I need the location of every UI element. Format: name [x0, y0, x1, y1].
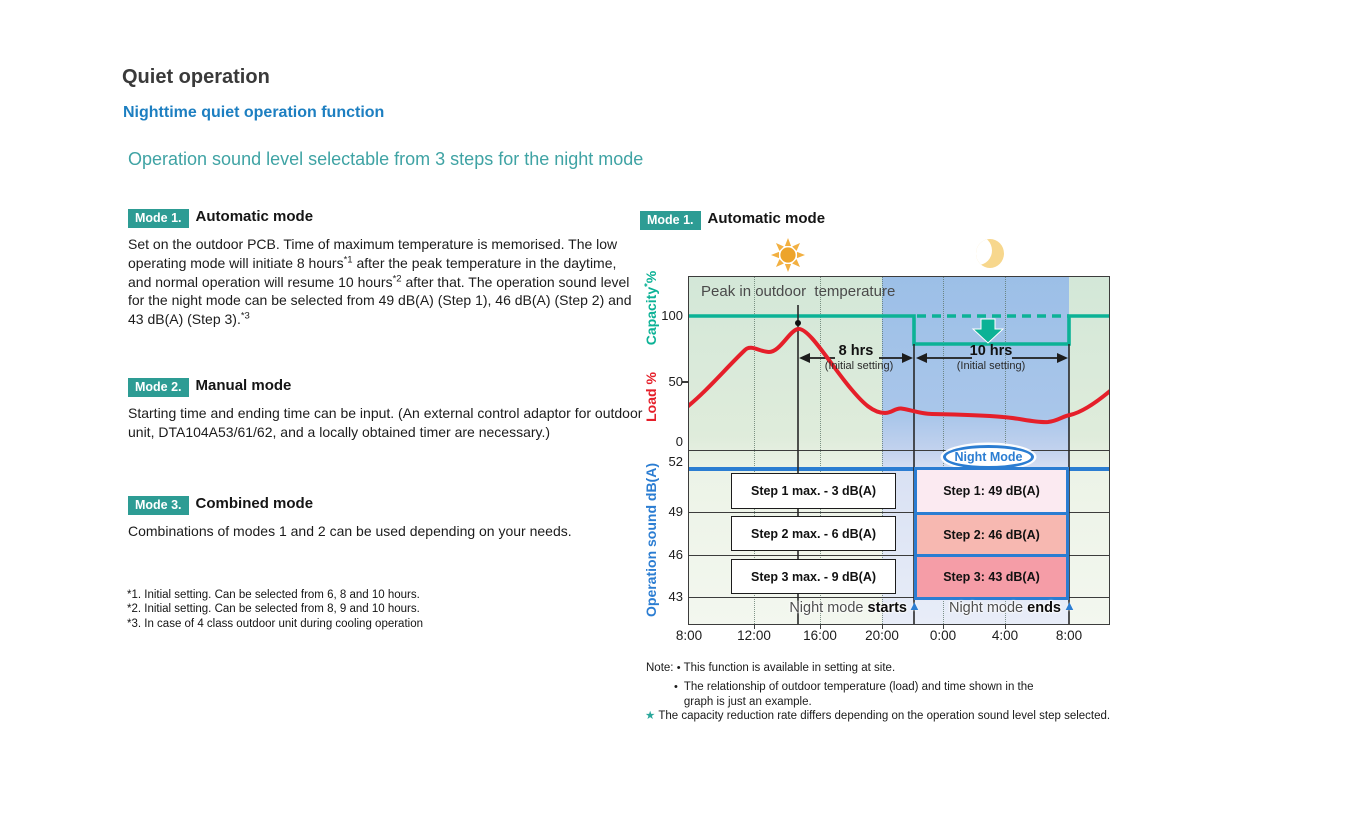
- night-starts-arrow-icon: ▲: [908, 598, 921, 613]
- capacity-axis-label: Capacity*%: [642, 270, 659, 346]
- subtitle-link[interactable]: Nighttime quiet operation function: [123, 104, 385, 121]
- xtick-8h: 8:00: [675, 628, 703, 643]
- note-item-2: The relationship of outdoor temperature …: [683, 681, 1034, 708]
- capacity-drop-arrow: [971, 318, 1005, 344]
- bullet-icon: •: [674, 681, 678, 693]
- day-step2-box: Step 2 max. - 6 dB(A): [731, 516, 896, 551]
- note-line-1: Note: • This function is available in se…: [646, 661, 895, 676]
- xtick-16h: 16:00: [803, 628, 837, 643]
- mode1-section: Mode 1. Automatic mode Set on the outdoor…: [128, 208, 640, 329]
- sound-52db-line-morning: [1069, 467, 1109, 471]
- star-icon: ★: [645, 710, 656, 722]
- xtick-mark: [943, 624, 945, 629]
- footnote-3: *3. In case of 4 class outdoor unit duri…: [127, 617, 423, 630]
- line-46db: [689, 554, 1109, 556]
- night-step1-box: Step 1: 49 dB(A): [917, 469, 1066, 513]
- xtick-4h: 4:00: [991, 628, 1019, 643]
- xtick-mark: [882, 624, 884, 629]
- peak-dot: [795, 320, 801, 326]
- line-49db: [689, 511, 1109, 513]
- mode3-name: Combined mode: [195, 495, 314, 512]
- ytick-0: 0: [675, 434, 683, 449]
- mode3-body: Combinations of modes 1 and 2 can be use…: [128, 523, 572, 539]
- ytick-49: 49: [668, 504, 683, 519]
- mode2-section: Mode 2. Manual mode Starting time and end…: [128, 377, 644, 442]
- day-step3-box: Step 3 max. - 9 dB(A): [731, 559, 896, 594]
- page-title: Quiet operation: [122, 66, 270, 88]
- load-curve: [689, 327, 1109, 425]
- mode1-body: Set on the outdoor PCB. Time of maximum …: [128, 236, 632, 327]
- 8hrs-sublabel: (Initial setting): [824, 360, 894, 372]
- mode2-body: Starting time and ending time can be inp…: [128, 405, 643, 440]
- tick-50: [682, 381, 689, 383]
- ytick-46: 46: [668, 547, 683, 562]
- xtick-20h: 20:00: [865, 628, 899, 643]
- mode2-name: Manual mode: [195, 377, 292, 394]
- xtick-mark: [820, 624, 822, 629]
- line-0: [689, 450, 1109, 452]
- diagram-header: Mode 1. Automatic mode: [640, 210, 825, 230]
- night-step3-box: Step 3: 43 dB(A): [917, 554, 1066, 598]
- mode1-badge: Mode 1.: [128, 209, 189, 228]
- night-starts-label: Night mode starts: [789, 600, 907, 616]
- ytick-50: 50: [668, 374, 683, 389]
- xtick-mark: [1005, 624, 1007, 629]
- xtick-0h: 0:00: [929, 628, 957, 643]
- footnotes: *1. Initial setting. Can be selected fro…: [127, 588, 423, 631]
- xtick-mark: [754, 624, 756, 629]
- section-heading: Operation sound level selectable from 3 …: [128, 149, 644, 169]
- night-step2-box: Step 2: 46 dB(A): [917, 512, 1066, 555]
- xtick-8h2: 8:00: [1055, 628, 1083, 643]
- mode2-badge: Mode 2.: [128, 378, 189, 397]
- peak-annotation: Peak in outdoor temperature: [701, 283, 896, 300]
- ytick-100: 100: [661, 308, 683, 323]
- mode3-badge: Mode 3.: [128, 496, 189, 515]
- diagram-mode1-badge: Mode 1.: [640, 211, 701, 230]
- load-axis-label: Load %: [643, 372, 659, 422]
- day-step1-box: Step 1 max. - 3 dB(A): [731, 473, 896, 509]
- star-note-text: The capacity reduction rate differs depe…: [658, 710, 1111, 722]
- capacity-line: [689, 314, 1109, 346]
- ytick-52: 52: [668, 454, 683, 469]
- sound-axis-label: Operation sound dB(A): [643, 463, 659, 617]
- sun-icon: [771, 238, 805, 272]
- night-mode-chart: 100 50 0 52 49 46 43 Capacity*% Load % O…: [642, 271, 1110, 643]
- night-steps-stack: Step 1: 49 dB(A) Step 2: 46 dB(A) Step 3…: [914, 466, 1069, 601]
- mode1-name: Automatic mode: [195, 208, 314, 225]
- note-item-1: This function is available in setting at…: [683, 662, 896, 674]
- footnote-2: *2. Initial setting. Can be selected fro…: [127, 603, 420, 616]
- moon-icon: [976, 239, 1004, 268]
- bullet-icon: •: [676, 662, 681, 674]
- 10hrs-sublabel: (Initial setting): [956, 360, 1026, 372]
- note-star-line: ★ The capacity reduction rate differs dep…: [645, 709, 1125, 724]
- note-line-2: • The relationship of outdoor temperatur…: [674, 680, 1064, 710]
- mode3-section: Mode 3. Combined mode Combinations of mod…: [128, 495, 644, 541]
- line-43db: [689, 596, 1109, 598]
- 8hrs-label: 8 hrs: [838, 343, 874, 359]
- footnote-1: *1. Initial setting. Can be selected fro…: [127, 589, 420, 601]
- 10hrs-label: 10 hrs: [969, 343, 1013, 359]
- night-ends-arrow-icon: ▲: [1063, 598, 1076, 613]
- night-ends-label: Night mode ends: [948, 600, 1061, 616]
- xtick-12h: 12:00: [737, 628, 771, 643]
- diagram-title: Automatic mode: [707, 210, 826, 227]
- note-label: Note:: [646, 662, 674, 674]
- sound-52db-line-day: [689, 467, 914, 471]
- ytick-43: 43: [668, 589, 683, 604]
- night-mode-badge: Night Mode: [943, 445, 1034, 469]
